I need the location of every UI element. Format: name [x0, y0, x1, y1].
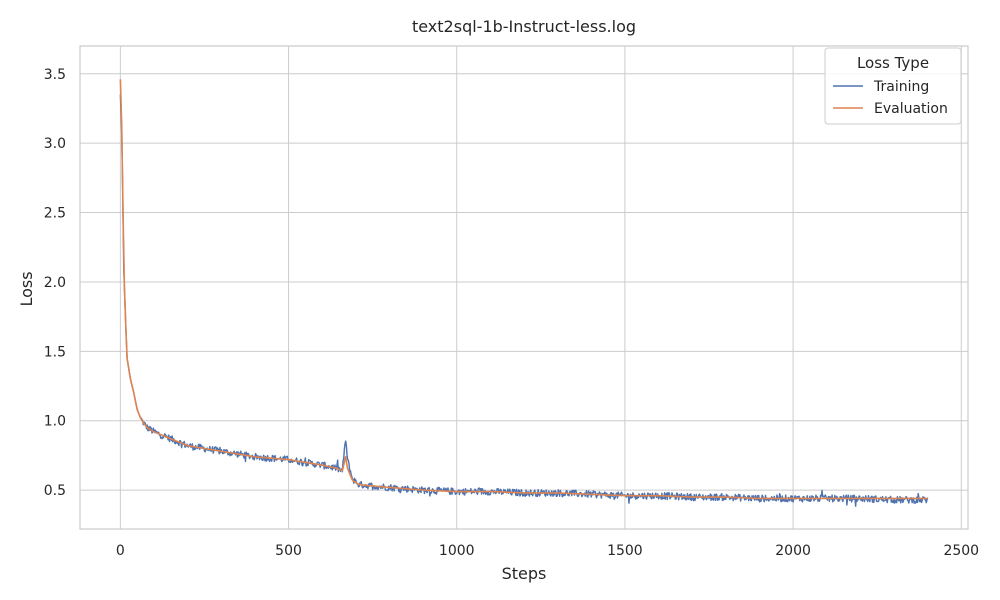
- legend-label-training: Training: [873, 79, 929, 95]
- y-axis-ticks: 0.5 1.0 1.5 2.0 2.5 3.0 3.5: [44, 67, 66, 499]
- legend-title: Loss Type: [857, 54, 929, 72]
- y-tick-label: 3.5: [44, 67, 66, 83]
- x-axis-label: Steps: [502, 564, 547, 583]
- grid: [80, 46, 968, 529]
- y-tick-label: 3.0: [44, 136, 66, 152]
- x-tick-label: 0: [116, 543, 125, 559]
- x-tick-label: 2500: [943, 543, 979, 559]
- x-axis-ticks: 0 500 1000 1500 2000 2500: [116, 543, 979, 559]
- plot-frame: [79, 45, 969, 530]
- y-tick-label: 1.5: [44, 344, 66, 360]
- x-tick-label: 1000: [439, 543, 475, 559]
- x-tick-label: 1500: [607, 543, 643, 559]
- series-line-training: [119, 94, 929, 507]
- legend-label-evaluation: Evaluation: [874, 101, 948, 117]
- y-tick-label: 2.5: [44, 206, 66, 222]
- y-tick-label: 1.0: [44, 414, 66, 430]
- x-tick-label: 500: [275, 543, 302, 559]
- y-tick-label: 2.0: [44, 275, 66, 291]
- series-line-evaluation: [119, 79, 928, 500]
- y-tick-label: 0.5: [44, 483, 66, 499]
- series-layer: [119, 79, 929, 507]
- legend-box: [824, 47, 962, 125]
- chart-title: text2sql-1b-Instruct-less.log: [412, 17, 636, 36]
- y-axis-label: Loss: [17, 271, 36, 306]
- x-tick-label: 2000: [775, 543, 811, 559]
- legend: Loss Type Training Evaluation: [824, 47, 962, 125]
